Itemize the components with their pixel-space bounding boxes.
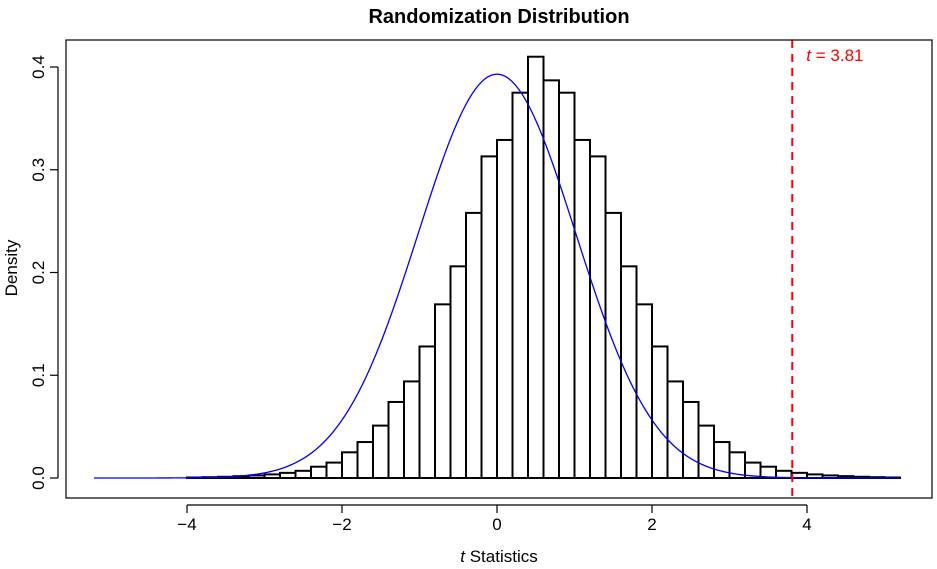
chart-title: Randomization Distribution [368,6,629,28]
y-axis: 0.0 0.1 0.2 0.3 0.4 [29,55,59,490]
histogram-bar [341,451,359,479]
x-axis: −4 −2 0 2 4 [177,504,812,534]
histogram-bar [573,138,591,479]
histogram-bar [449,265,467,479]
histogram-bar [465,211,483,479]
histogram-bar [279,471,297,479]
histogram-bar [248,474,266,479]
x-tick-label: 2 [647,515,656,534]
histogram-bar [403,380,421,480]
histogram-bar [542,79,560,480]
histogram-bar [682,400,700,479]
t-annotation: t = 3.81 [806,46,863,65]
t-annotation-value: = 3.81 [811,46,863,65]
histogram-bar [697,424,715,480]
y-axis-label: Density [2,239,21,296]
histogram-bar [434,303,452,479]
y-tick-label: 0.1 [29,363,48,387]
histogram-bar [263,473,281,479]
y-tick-label: 0.3 [29,158,48,182]
x-tick-label: 4 [802,515,811,534]
histogram-bar [372,424,390,480]
histogram-bar [310,465,328,480]
histogram-bar [418,345,436,480]
histogram-bar [325,461,343,479]
histogram-bar [666,380,684,480]
histogram-bar [387,400,405,479]
histogram-bar [558,91,576,479]
density-curve [94,73,900,479]
plot-frame [65,39,933,499]
histogram-bar [651,345,669,480]
histogram-bar [480,155,498,479]
histogram-bar [635,303,653,479]
histogram-bar [294,469,312,479]
histogram-bar [511,91,529,479]
t-annotation-italic: t [806,46,812,65]
x-axis-label-rest: Statistics [465,547,538,566]
histogram-bar [496,138,514,479]
x-tick-label: 0 [492,515,501,534]
y-tick-label: 0.2 [29,261,48,285]
x-tick-label: −4 [177,515,196,534]
x-axis-label-italic: t [460,547,466,566]
y-tick-label: 0.4 [29,55,48,79]
histogram-bar [604,211,622,479]
histogram-bar [356,441,374,480]
histogram-bars [186,55,901,480]
x-axis-label: t Statistics [460,547,537,566]
histogram-bar [620,265,638,479]
x-tick-label: −2 [332,515,351,534]
y-tick-label: 0.0 [29,466,48,490]
